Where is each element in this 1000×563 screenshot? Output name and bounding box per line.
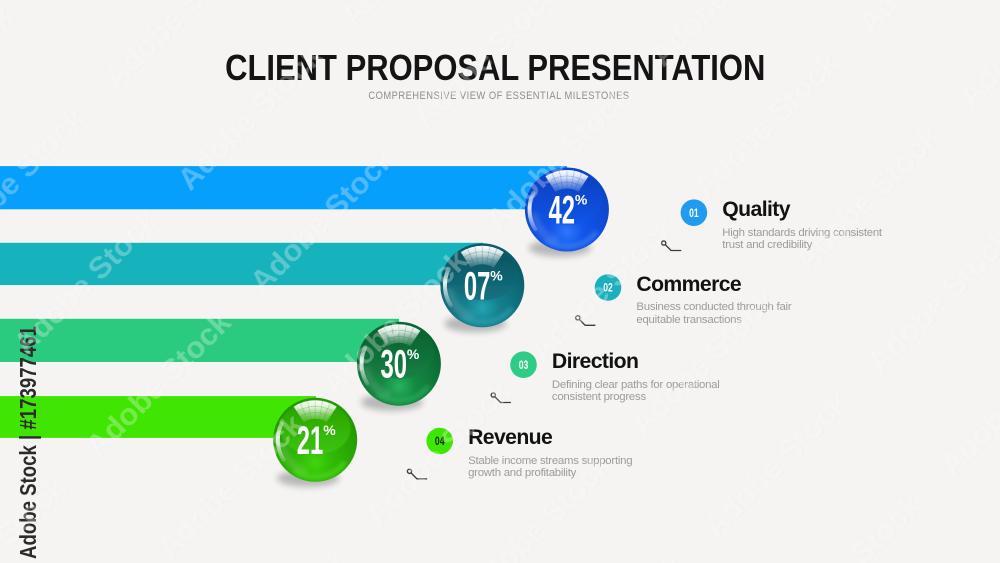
svg-text:30: 30 <box>380 343 407 387</box>
svg-text:Adobe Stock | #173977461: Adobe Stock | #173977461 <box>15 326 41 559</box>
svg-text:%: % <box>407 346 420 362</box>
svg-text:21: 21 <box>297 419 324 463</box>
svg-text:%: % <box>323 422 336 438</box>
svg-text:01: 01 <box>689 207 699 220</box>
svg-text:04: 04 <box>435 435 445 448</box>
svg-text:%: % <box>575 192 588 208</box>
svg-text:07: 07 <box>464 264 491 308</box>
svg-text:%: % <box>490 268 503 284</box>
svg-text:42: 42 <box>548 189 575 233</box>
svg-text:03: 03 <box>519 359 529 372</box>
svg-text:02: 02 <box>603 282 613 295</box>
